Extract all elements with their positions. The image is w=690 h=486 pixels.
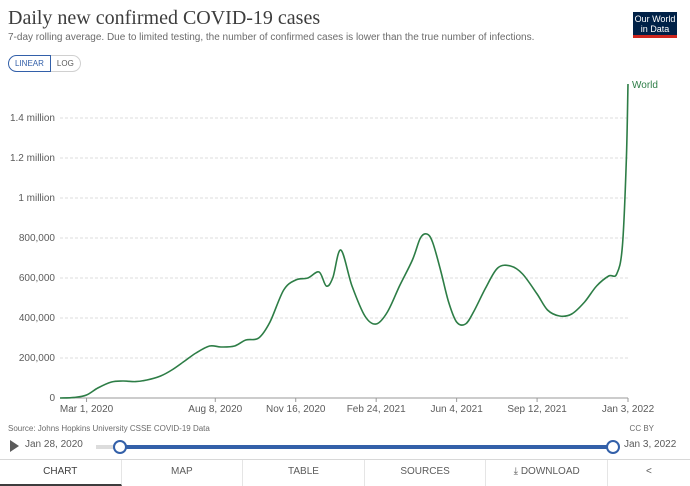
timeline-range-fill [119, 445, 613, 449]
y-tick-label: 0 [49, 393, 55, 404]
tab-sources[interactable]: SOURCES [365, 460, 487, 486]
y-tick-label: 800,000 [19, 233, 56, 244]
x-tick-label: Feb 24, 2021 [347, 404, 406, 415]
y-tick-label: 400,000 [19, 313, 56, 324]
timeline-end-handle[interactable] [606, 440, 620, 454]
logo-line-1: Our World [634, 14, 676, 24]
tab-bar: CHART MAP TABLE SOURCES ⤓ DOWNLOAD < [0, 459, 690, 486]
series-end-label: World [632, 80, 658, 91]
y-tick-label: 200,000 [19, 353, 56, 364]
log-scale-button[interactable]: LOG [50, 55, 81, 72]
source-note: Source: Johns Hopkins University CSSE CO… [8, 424, 210, 433]
tab-download[interactable]: ⤓ DOWNLOAD [486, 460, 608, 486]
series-layer: World [59, 80, 658, 399]
y-tick-label: 1.2 million [10, 153, 55, 164]
x-tick-label: Nov 16, 2020 [266, 404, 326, 415]
share-button[interactable]: < [608, 460, 690, 486]
linear-scale-button[interactable]: LINEAR [8, 55, 51, 72]
chart-subtitle: 7-day rolling average. Due to limited te… [8, 32, 535, 43]
x-tick-label: Sep 12, 2021 [507, 404, 567, 415]
x-tick-label: Jan 3, 2022 [602, 404, 655, 415]
y-tick-label: 600,000 [19, 273, 56, 284]
tab-chart[interactable]: CHART [0, 460, 122, 486]
line-chart: 0 200,000 400,000 600,000 800,000 1 million 1.… [10, 80, 658, 415]
share-icon: < [646, 466, 652, 477]
y-tick-label: 1 million [18, 193, 55, 204]
tab-table[interactable]: TABLE [243, 460, 365, 486]
play-icon[interactable] [10, 440, 19, 452]
x-axis-ticks: Mar 1, 2020 Aug 8, 2020 Nov 16, 2020 Feb 24… [60, 398, 655, 415]
grid-lines [60, 117, 628, 399]
timeline-end-label: Jan 3, 2022 [624, 439, 677, 450]
logo-line-2: in Data [640, 24, 670, 34]
y-axis-ticks: 0 200,000 400,000 600,000 800,000 1 million 1.… [10, 113, 55, 404]
chart-title: Daily new confirmed COVID-19 cases [8, 7, 321, 29]
license-note[interactable]: CC BY [629, 424, 654, 433]
tab-map[interactable]: MAP [122, 460, 244, 486]
y-tick-label: 1.4 million [10, 113, 55, 124]
scale-toggle: LINEAR LOG [8, 55, 81, 72]
timeline-slider: Jan 28, 2020 Jan 3, 2022 [0, 437, 690, 457]
owid-logo[interactable]: Our World in Data [633, 12, 677, 38]
x-tick-label: Mar 1, 2020 [60, 404, 114, 415]
series-line-world[interactable] [59, 83, 629, 399]
tab-download-label: DOWNLOAD [520, 466, 580, 477]
timeline-start-label: Jan 28, 2020 [25, 439, 83, 450]
logo-accent-bar [633, 35, 677, 38]
download-icon: ⤓ [513, 466, 521, 477]
x-tick-label: Aug 8, 2020 [188, 404, 242, 415]
timeline-start-handle[interactable] [113, 440, 127, 454]
x-tick-label: Jun 4, 2021 [431, 404, 484, 415]
